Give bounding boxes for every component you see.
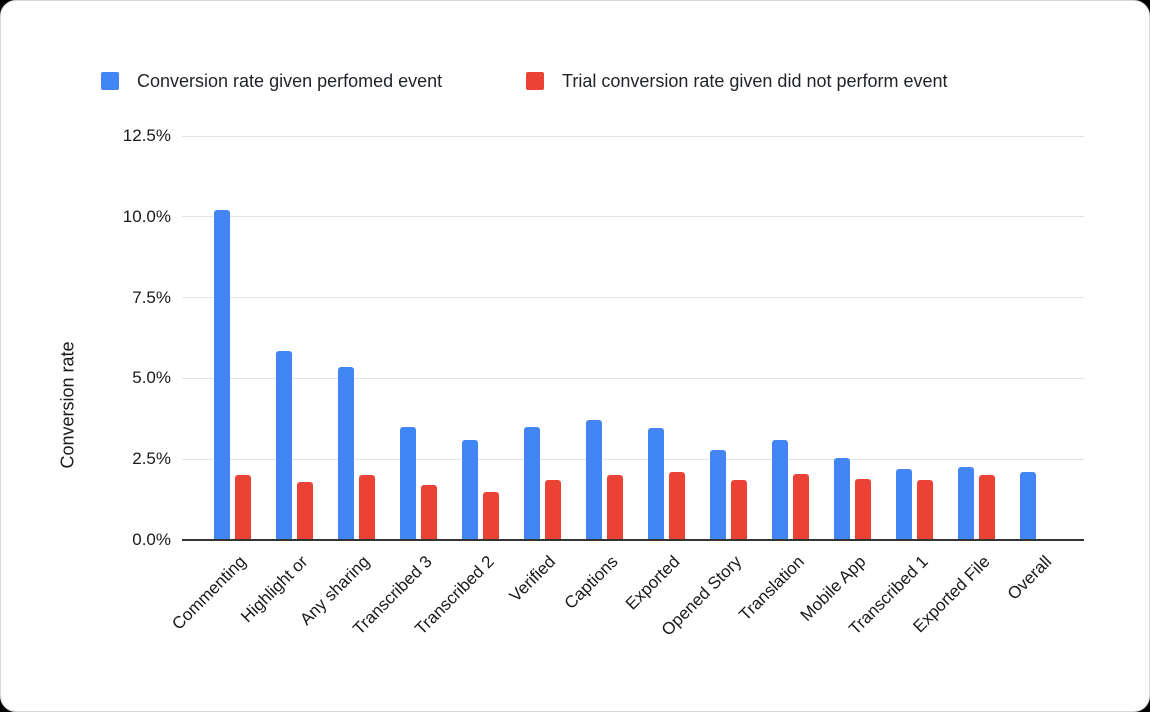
bar bbox=[793, 473, 809, 540]
bar bbox=[214, 210, 230, 540]
bar bbox=[710, 449, 726, 540]
legend-swatch-blue-icon bbox=[101, 72, 119, 90]
y-axis-title: Conversion rate bbox=[57, 341, 78, 469]
bar bbox=[648, 428, 664, 540]
x-axis-baseline bbox=[182, 539, 1084, 541]
bar bbox=[855, 478, 871, 540]
x-axis-tick-label: Exported bbox=[621, 552, 684, 614]
x-axis-tick-label: Commenting bbox=[167, 552, 250, 634]
legend-item-did-not-perform-event: Trial conversion rate given did not perf… bbox=[526, 67, 948, 95]
bar bbox=[483, 491, 499, 540]
bar bbox=[524, 426, 540, 540]
x-axis-tick-label: Verified bbox=[505, 552, 560, 606]
bar bbox=[276, 350, 292, 540]
legend-label-did-not-perform-event: Trial conversion rate given did not perf… bbox=[562, 70, 948, 91]
legend-swatch-red-icon bbox=[526, 72, 544, 90]
x-axis-tick-label: Captions bbox=[560, 552, 622, 613]
bar bbox=[979, 475, 995, 540]
bar bbox=[421, 485, 437, 540]
y-axis-tick-label: 5.0% bbox=[132, 368, 171, 388]
gridline bbox=[182, 297, 1084, 299]
bar bbox=[834, 457, 850, 540]
x-axis-tick-label: Translation bbox=[734, 552, 808, 625]
bar bbox=[586, 420, 602, 540]
gridline bbox=[182, 135, 1084, 137]
bar bbox=[669, 472, 685, 540]
gridline bbox=[182, 458, 1084, 460]
y-axis-tick-label: 12.5% bbox=[122, 126, 171, 145]
legend-label-performed-event: Conversion rate given perfomed event bbox=[137, 70, 443, 91]
bar bbox=[400, 426, 416, 540]
y-axis-tick-label: 0.0% bbox=[132, 530, 171, 549]
gridline bbox=[182, 216, 1084, 218]
y-axis-tick-label: 7.5% bbox=[132, 287, 171, 307]
bar bbox=[607, 475, 623, 540]
bar bbox=[545, 480, 561, 540]
bar bbox=[235, 475, 251, 540]
bar bbox=[896, 468, 912, 540]
bar bbox=[731, 480, 747, 540]
bar bbox=[772, 439, 788, 540]
bar bbox=[917, 480, 933, 540]
bar bbox=[359, 475, 375, 540]
bar bbox=[958, 467, 974, 540]
gridline bbox=[182, 377, 1084, 379]
bar bbox=[297, 481, 313, 540]
y-axis-tick-label: 2.5% bbox=[132, 449, 171, 469]
x-axis-tick-label: Overall bbox=[1003, 552, 1056, 604]
legend-item-performed-event: Conversion rate given perfomed event bbox=[101, 67, 442, 95]
bar bbox=[462, 439, 478, 540]
bar bbox=[338, 367, 354, 540]
bar bbox=[1020, 472, 1036, 540]
y-axis-tick-label: 10.0% bbox=[122, 206, 171, 226]
